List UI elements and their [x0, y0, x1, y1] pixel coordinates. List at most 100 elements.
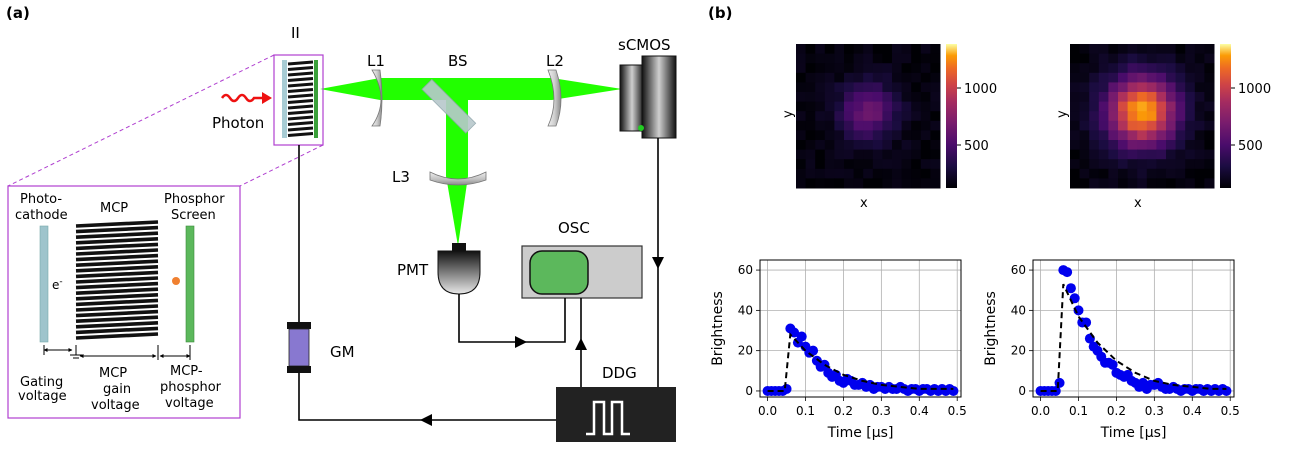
heatmap-1-cell: [863, 63, 874, 74]
heatmap-2-cell: [1194, 140, 1205, 151]
heatmap-2-cell: [1156, 140, 1167, 151]
heatmap-1-cell: [834, 44, 845, 55]
inset-photocathode-plate: [39, 225, 49, 343]
heatmap-1-cell: [844, 72, 855, 83]
heatmap-1-cell: [872, 92, 883, 103]
heatmap-2-cell: [1070, 130, 1081, 141]
heatmap-1-cell: [863, 168, 874, 179]
heatmap-2-cell: [1108, 140, 1119, 151]
heatmap-2-cell: [1185, 140, 1196, 151]
heatmap-1-cell: [853, 72, 864, 83]
heatmap-1-cell: [930, 44, 941, 55]
ii-label: II: [291, 24, 300, 42]
heatmap-1-cell: [805, 130, 816, 141]
heatmap-2-cell: [1070, 159, 1081, 170]
heatmap-2-cell: [1079, 120, 1090, 131]
heatmap-1-cell: [805, 149, 816, 160]
heatmap-1-cell: [872, 178, 883, 189]
heatmap-1-cell: [872, 111, 883, 122]
heatmap-2-cell: [1146, 168, 1157, 179]
heatmap-2-cell: [1166, 111, 1177, 122]
heatmap-2-cell: [1108, 92, 1119, 103]
heatmap-2-cell: [1127, 101, 1138, 112]
brightness-plot-1: 0.0 0.1 0.2 0.3 0.4 0.5 0 20 40 60 Time [μs] Bright…: [710, 259, 967, 441]
heatmap-2-cell: [1070, 178, 1081, 189]
heatmap-1-cell: [930, 149, 941, 160]
heatmap-1-cell: [824, 72, 835, 83]
heatmap-2-cell: [1166, 44, 1177, 55]
heatmap-2-cell: [1137, 149, 1148, 160]
heatmap-2-cell: [1166, 178, 1177, 189]
inset-photocathode-1: Photo-: [20, 192, 62, 207]
heatmap-1-cell: [930, 63, 941, 74]
data-point: [1107, 359, 1118, 370]
heatmap-2-cell: [1079, 140, 1090, 151]
heatmap-1-cell: [892, 140, 903, 151]
heatmap-2-cell: [1070, 63, 1081, 74]
heatmap-2-cell: [1194, 44, 1205, 55]
heatmap-1-cell: [853, 101, 864, 112]
heatmap-1-cell: [815, 101, 826, 112]
heatmap-1-cell: [863, 140, 874, 151]
data-point: [1062, 267, 1073, 278]
inset-photon-spark: [172, 277, 180, 285]
scmos-camera: [619, 55, 677, 139]
heatmap-2-cell: [1156, 130, 1167, 141]
heatmap-2-cell: [1166, 149, 1177, 160]
inset-mcpphos-1: MCP-: [170, 364, 203, 379]
heatmap-2-cell: [1166, 101, 1177, 112]
heatmap-2-cell: [1194, 178, 1205, 189]
heatmap-1-cell: [844, 120, 855, 131]
heatmap-2-cell: [1118, 178, 1129, 189]
heatmap-2-cell: [1194, 72, 1205, 83]
heatmap-2-cell: [1118, 168, 1129, 179]
heatmap-2-cell: [1108, 44, 1119, 55]
heatmap-2-cell: [1108, 72, 1119, 83]
heatmap-2-cell: [1118, 111, 1129, 122]
heatmap-2-cell: [1194, 168, 1205, 179]
heatmap-2-cell: [1204, 159, 1215, 170]
x-tick-label: 0.1: [796, 404, 815, 418]
heatmap-1-cell: [892, 111, 903, 122]
inset-mcp: MCP: [100, 201, 128, 216]
heatmap-2-cell: [1127, 149, 1138, 160]
heatmap-2-cell: [1137, 44, 1148, 55]
heatmap-1-cell: [805, 92, 816, 103]
heatmap-1-cell: [882, 140, 893, 151]
heatmap-2-cell: [1079, 130, 1090, 141]
arrow-pmt-osc: [515, 336, 527, 348]
heatmap-2-cell: [1185, 159, 1196, 170]
heatmap-2-cell: [1098, 149, 1109, 160]
heatmap-2-cell: [1137, 140, 1148, 151]
heatmap-2-cell: [1098, 63, 1109, 74]
data-point: [1065, 283, 1076, 294]
heatmap-2-cell: [1166, 130, 1177, 141]
heatmap-2-cell: [1166, 159, 1177, 170]
heatmap-1-cell: [911, 130, 922, 141]
heatmap-1-cell: [796, 178, 807, 189]
heatmap-1-cell: [872, 120, 883, 131]
heatmap-2-cell: [1137, 120, 1148, 131]
heatmap-1-cell: [844, 111, 855, 122]
heatmap-2-cell: [1194, 120, 1205, 131]
heatmap-2-cell: [1127, 130, 1138, 141]
heatmap-1-cell: [805, 159, 816, 170]
heatmap-1-cell: [834, 111, 845, 122]
heatmap-2-cell: [1089, 44, 1100, 55]
heatmap-1-cell: [863, 82, 874, 93]
heatmap-1-cell: [911, 168, 922, 179]
heatmap-2-cell: [1204, 53, 1215, 64]
x-tick-label: 0.0: [1031, 404, 1050, 418]
heatmap-1-cell: [911, 140, 922, 151]
heatmap-2-cell: [1108, 178, 1119, 189]
heatmap-2-cell: [1079, 82, 1090, 93]
heatmap-2-cell: [1089, 101, 1100, 112]
y-tick-label: 60: [1011, 263, 1026, 277]
heatmap-1-cell: [882, 101, 893, 112]
heatmap-2-cell: [1146, 159, 1157, 170]
heatmap-1-cell: [853, 92, 864, 103]
heatmap-2-cell: [1166, 53, 1177, 64]
heatmap-1-cell: [853, 178, 864, 189]
heatmap-2-cell: [1156, 120, 1167, 131]
heatmap-2-cell: [1098, 140, 1109, 151]
